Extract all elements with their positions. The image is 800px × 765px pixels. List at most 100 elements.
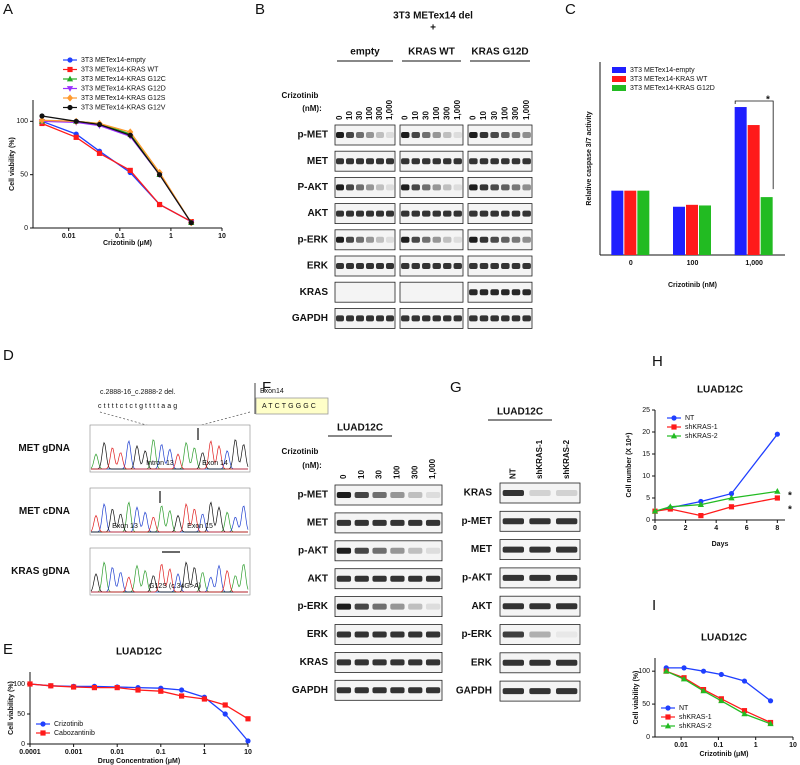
band <box>372 492 387 498</box>
panel-letter: A <box>3 1 13 18</box>
lane-label: shKRAS-2 <box>562 439 571 479</box>
row-label: MET <box>307 518 328 529</box>
band <box>372 687 387 694</box>
chart-title: LUAD12C <box>701 633 747 644</box>
chart-title: LUAD12C <box>116 647 162 658</box>
lane-label: 30 <box>490 111 499 120</box>
band <box>502 546 524 553</box>
blot-frame <box>399 203 464 225</box>
data-point <box>767 720 774 727</box>
blot-frame <box>334 307 396 329</box>
lane-label: 300 <box>442 106 451 120</box>
lane-label: 30 <box>421 111 430 120</box>
band <box>376 132 384 138</box>
band <box>411 236 420 243</box>
x-axis-label: Drug Concentration (μM) <box>98 758 180 765</box>
data-point <box>96 121 103 128</box>
series-line <box>41 119 192 224</box>
band <box>386 315 394 322</box>
band <box>336 184 344 191</box>
data-point <box>158 688 164 694</box>
band <box>529 688 551 695</box>
data-point <box>698 513 704 519</box>
band <box>346 132 354 138</box>
band <box>366 132 374 138</box>
band <box>354 603 369 610</box>
legend-label: 3T3 METex14-KRAS G12C <box>81 76 166 83</box>
x-axis-label: Crizotinib (μM) <box>103 240 152 247</box>
y-axis-label: Relative caspase 3/7 activity <box>586 111 593 205</box>
band <box>425 575 441 582</box>
band <box>422 184 431 191</box>
band <box>408 603 423 610</box>
lane-label: 100 <box>365 106 374 120</box>
band <box>469 236 478 243</box>
band <box>346 210 354 217</box>
band <box>469 210 478 217</box>
band <box>376 184 384 191</box>
blot-frame <box>399 176 464 198</box>
row-label: p-AKT <box>462 573 492 584</box>
data-point <box>663 667 670 674</box>
x-tick-label: 0.01 <box>62 233 76 240</box>
series-line <box>42 120 192 224</box>
blot-frame <box>399 255 464 277</box>
band <box>336 519 352 526</box>
series-line <box>654 433 778 512</box>
trace-annotation: G12S (c.34G>A) <box>149 583 201 590</box>
x-axis-label: Crizotinib (nM) <box>668 282 717 289</box>
blot-frame <box>334 150 396 172</box>
exon-label: Exon14 <box>260 388 284 395</box>
data-point <box>718 671 724 678</box>
lane-label: 10 <box>357 470 366 479</box>
dose-label: (nM): <box>302 461 322 470</box>
y-tick-label: 5 <box>646 495 650 502</box>
blot-frame <box>467 307 533 329</box>
bar <box>686 204 698 255</box>
band <box>432 184 441 191</box>
x-tick-label: 1 <box>754 742 758 749</box>
band <box>422 158 431 165</box>
band <box>401 210 410 217</box>
band <box>469 289 478 296</box>
data-point <box>245 716 251 722</box>
x-tick-label: 6 <box>745 525 749 532</box>
blot-frame <box>334 255 396 277</box>
band <box>354 631 369 638</box>
band <box>390 547 405 554</box>
x-tick-label: 0.1 <box>156 749 166 756</box>
panel-letter: F <box>262 379 271 396</box>
legend-label: 3T3 METex14-KRAS G12D <box>630 85 715 92</box>
band <box>401 184 410 191</box>
y-axis-label: Cell viability (%) <box>633 671 640 725</box>
legend-label: 3T3 METex14-KRAS G12D <box>81 85 166 92</box>
band <box>390 492 405 498</box>
band <box>490 132 499 138</box>
band <box>529 659 551 666</box>
trace-annotation: Exon 13 <box>112 523 138 530</box>
y-tick-label: 100 <box>13 681 25 688</box>
band <box>522 289 531 296</box>
series-line <box>665 670 771 724</box>
trace <box>91 563 248 593</box>
legend-marker <box>665 705 671 711</box>
band <box>390 659 405 666</box>
x-axis-label: Days <box>712 541 729 548</box>
blot-frame <box>334 596 443 617</box>
band <box>411 315 420 322</box>
row-label: KRAS <box>464 488 493 499</box>
annotation: * <box>766 95 770 106</box>
x-tick-label: 0.1 <box>115 233 125 240</box>
panel-letter: D <box>3 347 14 364</box>
blot-frame <box>399 229 464 251</box>
bar <box>624 190 637 255</box>
band <box>366 210 374 217</box>
row-label: p-MET <box>297 490 328 501</box>
x-tick-label: 1 <box>202 749 206 756</box>
band <box>356 263 364 269</box>
lane-label: shKRAS-1 <box>535 439 544 479</box>
band <box>502 631 524 638</box>
band <box>376 236 384 243</box>
band <box>386 236 394 243</box>
row-label: p-AKT <box>298 545 328 556</box>
